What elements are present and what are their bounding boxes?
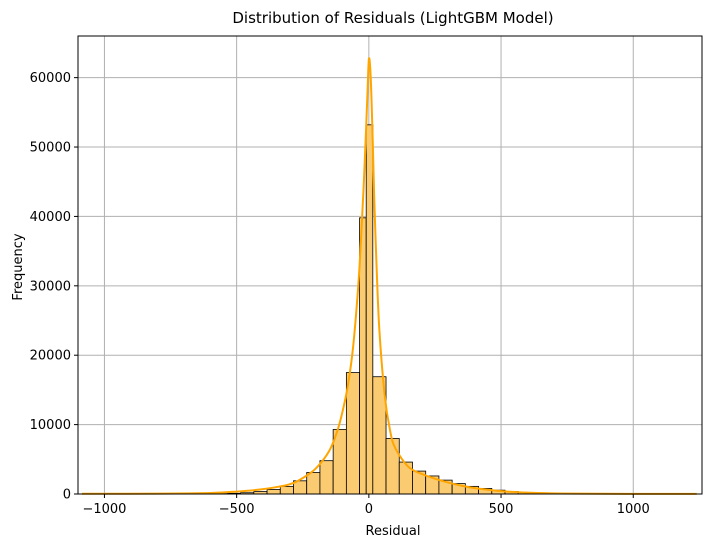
y-axis-label: Frequency: [11, 233, 26, 300]
x-tick-label: 1000: [617, 502, 650, 517]
y-tick-label: 20000: [30, 349, 71, 364]
axes: −1000 −500 0 500 100001000020000300004000050…: [30, 71, 650, 517]
x-tick-label: 500: [489, 502, 514, 517]
histogram-bar: [319, 460, 334, 495]
histogram-bar: [279, 485, 294, 495]
histogram-bar: [385, 438, 400, 495]
y-tick-label: 40000: [30, 210, 71, 225]
histogram-bar: [306, 472, 321, 495]
y-tick-label: 30000: [30, 279, 71, 294]
x-tick-label: 0: [365, 502, 373, 517]
x-tick-label: −1000: [82, 502, 126, 517]
y-tick-label: 0: [63, 488, 71, 503]
x-tick-label: −500: [219, 502, 255, 517]
histogram-bar: [365, 124, 374, 495]
histogram-bar: [398, 461, 413, 495]
histogram-bars: [81, 124, 698, 495]
y-tick-label: 60000: [30, 71, 71, 86]
kde-curve: [81, 57, 697, 495]
plot-frame: [77, 35, 703, 495]
x-axis-label: Residual: [366, 524, 421, 539]
histogram-bar: [345, 372, 360, 495]
y-tick-label: 10000: [30, 418, 71, 433]
histogram-bar: [266, 489, 281, 495]
y-tick-label: 50000: [30, 141, 71, 156]
chart-title: Distribution of Residuals (LightGBM Mode…: [232, 9, 553, 27]
